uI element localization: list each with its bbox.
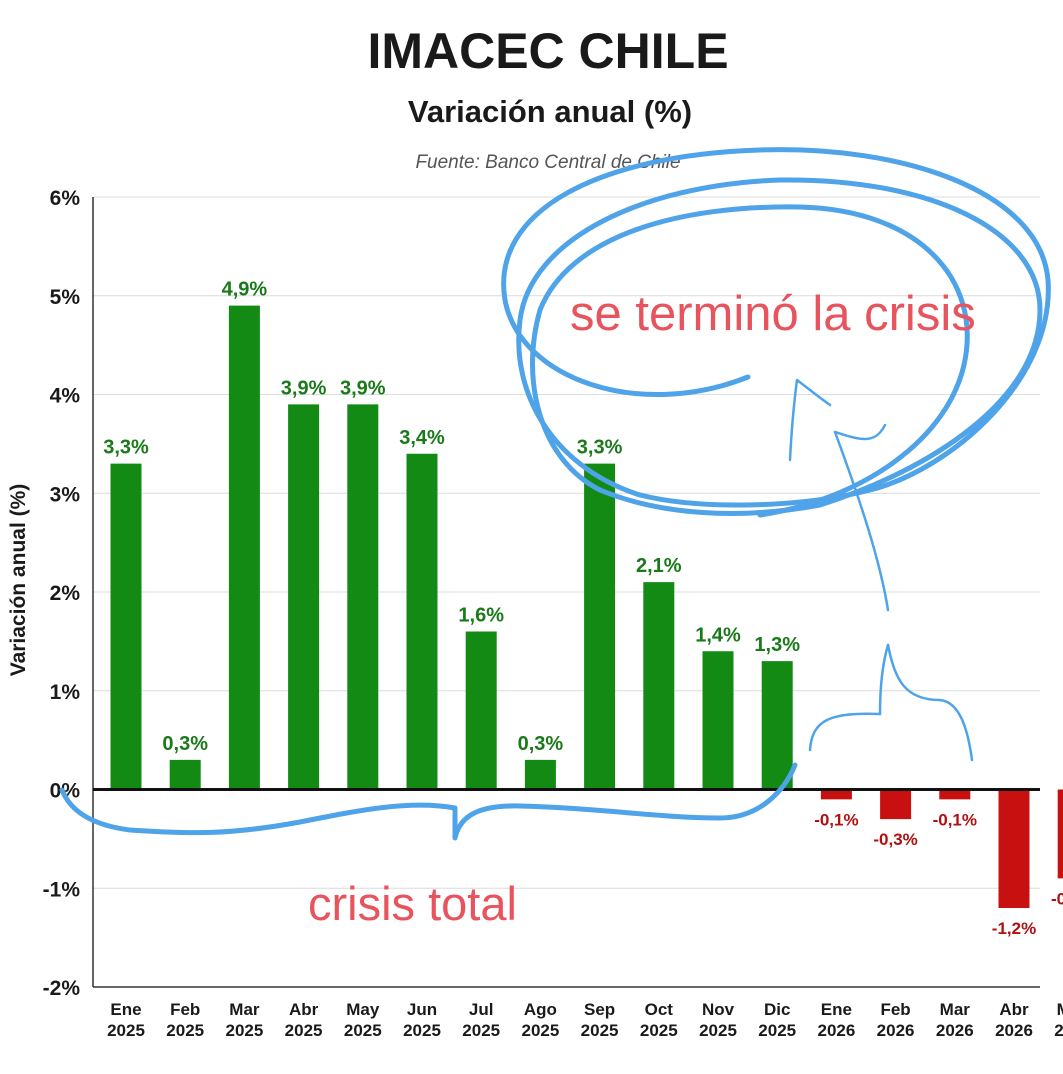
x-tick-month: Oct <box>645 1000 674 1019</box>
bar <box>643 582 675 790</box>
x-tick-month: Ene <box>821 1000 852 1019</box>
x-tick-year: 2025 <box>758 1021 796 1040</box>
handdrawn-arrows <box>788 378 974 762</box>
chart-title: IMACEC CHILE <box>367 23 728 79</box>
bars <box>110 305 1063 908</box>
x-tick-year: 2025 <box>462 1021 500 1040</box>
data-label: -1,2% <box>992 919 1036 938</box>
y-tick-label: 2% <box>50 582 81 605</box>
circle-scribble-inner <box>530 204 970 518</box>
data-label: -0,1% <box>933 810 977 829</box>
x-axis-ticks: Ene 2025 Feb 2025 Mar 2025 Abr 2025 May 2025 Jun 20… <box>107 1000 1063 1040</box>
y-tick-label: 6% <box>50 187 81 210</box>
x-tick-year: 2025 <box>225 1021 263 1040</box>
x-tick-month: Abr <box>289 1000 319 1019</box>
circle-scribble-mid <box>516 177 1043 516</box>
bar <box>998 789 1030 908</box>
handdrawn-annotations <box>59 147 1051 841</box>
x-tick-year: 2025 <box>640 1021 678 1040</box>
x-tick-month: Ene <box>110 1000 141 1019</box>
data-label: 0,3% <box>162 733 208 755</box>
data-label: 3,9% <box>340 377 386 399</box>
bar <box>110 463 142 790</box>
bar <box>465 631 497 790</box>
x-tick-month: Abr <box>999 1000 1029 1019</box>
data-label: 3,4% <box>399 427 445 449</box>
x-tick-month: May <box>1057 1000 1063 1019</box>
arrow-stroke-4 <box>833 430 890 612</box>
bar <box>347 404 379 790</box>
bar <box>880 789 912 820</box>
y-tick-label: 4% <box>50 385 81 408</box>
arrow-stroke-6 <box>788 378 832 462</box>
x-tick-month: Sep <box>584 1000 615 1019</box>
data-label: 1,6% <box>458 605 504 627</box>
x-tick-month: Jul <box>469 1000 494 1019</box>
chart-source: Fuente: Banco Central de Chile <box>415 152 680 173</box>
y-tick-label: -1% <box>43 878 81 901</box>
x-tick-year: 2025 <box>107 1021 145 1040</box>
x-tick-month: May <box>346 1000 380 1019</box>
bar <box>761 661 793 790</box>
bar <box>169 759 201 790</box>
x-tick-month: Feb <box>170 1000 200 1019</box>
data-label: 3,3% <box>577 437 623 459</box>
data-label: -0,1% <box>814 810 858 829</box>
x-tick-year: 2026 <box>936 1021 974 1040</box>
annotation-bottom-text: crisis total <box>308 877 517 930</box>
bar <box>406 453 438 790</box>
arrow-stroke-1 <box>808 712 882 752</box>
y-tick-label: 3% <box>50 483 81 506</box>
data-labels: 3,3% 0,3% 4,9% 3,9% 3,9% 3,4% 1,6% 0,3% 3,3% 2,1%… <box>103 279 1063 938</box>
x-tick-year: 2025 <box>699 1021 737 1040</box>
bar <box>702 651 734 790</box>
x-tick-month: Ago <box>524 1000 557 1019</box>
x-tick-month: Nov <box>702 1000 735 1019</box>
x-tick-month: Mar <box>229 1000 260 1019</box>
data-label: 1,4% <box>695 624 741 646</box>
underline-scribble <box>59 762 798 841</box>
x-tick-year: 2025 <box>344 1021 382 1040</box>
data-label: -0,9% <box>1051 889 1063 908</box>
y-axis-ticks: 6%5%4%3%2%1%0%-1%-2% <box>43 187 81 1000</box>
y-axis-label: Variación anual (%) <box>7 484 30 677</box>
x-tick-month: Jun <box>407 1000 437 1019</box>
x-tick-year: 2026 <box>877 1021 915 1040</box>
x-tick-year: 2025 <box>285 1021 323 1040</box>
data-label: -0,3% <box>873 830 917 849</box>
x-tick-month: Dic <box>764 1000 790 1019</box>
data-label: 0,3% <box>518 733 564 755</box>
arrow-stroke-5 <box>833 423 887 441</box>
x-tick-month: Feb <box>880 1000 910 1019</box>
data-label: 3,3% <box>103 437 149 459</box>
data-label: 3,9% <box>281 377 327 399</box>
y-tick-label: 1% <box>50 681 81 704</box>
bar <box>584 463 616 790</box>
x-tick-year: 2026 <box>817 1021 855 1040</box>
x-tick-year: 2025 <box>166 1021 204 1040</box>
arrow-stroke-2 <box>878 643 890 716</box>
chart-subtitle: Variación anual (%) <box>408 94 692 129</box>
bar <box>288 404 320 790</box>
x-tick-month: Mar <box>940 1000 971 1019</box>
bar <box>524 759 556 790</box>
arrow-stroke-3 <box>886 643 974 762</box>
x-tick-year: 2025 <box>403 1021 441 1040</box>
axes <box>92 197 1040 988</box>
bar <box>820 789 852 800</box>
y-tick-label: -2% <box>43 977 81 1000</box>
data-label: 2,1% <box>636 555 682 577</box>
x-tick-year: 2025 <box>521 1021 559 1040</box>
bar <box>1057 789 1063 879</box>
y-tick-label: 5% <box>50 286 81 309</box>
bar <box>228 305 260 790</box>
data-label: 1,3% <box>754 634 800 656</box>
x-tick-year: 2026 <box>995 1021 1033 1040</box>
data-label: 4,9% <box>222 279 268 301</box>
annotation-top-text: se terminó la crisis <box>570 287 976 341</box>
x-tick-year: 2025 <box>581 1021 619 1040</box>
x-tick-year: 2026 <box>1054 1021 1063 1040</box>
bar <box>939 789 971 800</box>
